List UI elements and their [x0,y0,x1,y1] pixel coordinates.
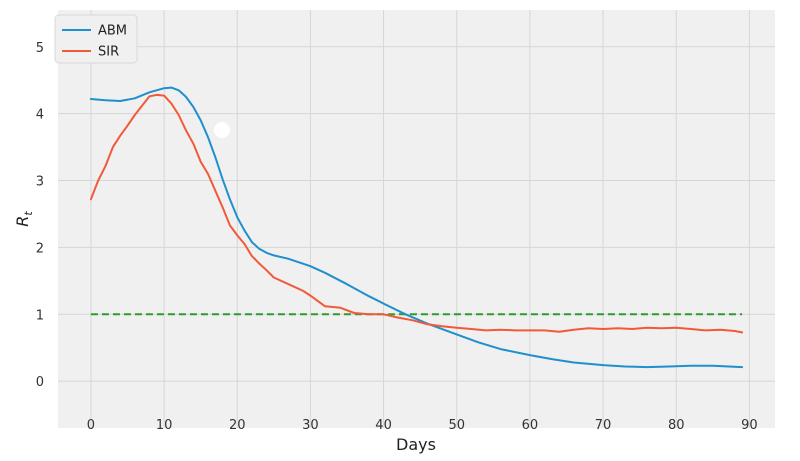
x-tick-label: 0 [87,418,95,433]
x-tick-label: 10 [156,418,173,433]
y-tick-label: 4 [36,108,44,123]
legend: ABM SIR [54,14,138,64]
grid-lines [58,10,775,428]
x-axis-label: Days [396,435,436,454]
x-tick-label: 40 [375,418,392,433]
y-tick-label: 3 [36,175,44,190]
y-tick-label: 2 [36,241,44,256]
series-line-sir [89,93,744,334]
y-axis-label: Rt [13,211,35,227]
x-tick-label: 50 [448,418,465,433]
marker-dot [214,122,230,138]
x-tick-label: 80 [668,418,685,433]
y-axis-label-main: R [13,216,32,227]
legend-box [54,14,138,64]
x-tick-label: 20 [229,418,246,433]
x-tick-label: 30 [302,418,319,433]
x-tick-labels: 0 10 20 30 40 50 60 70 80 90 [87,418,758,433]
legend-label-abm: ABM [98,24,127,39]
plot-area [58,10,775,428]
x-tick-label: 70 [595,418,612,433]
legend-label-sir: SIR [98,45,119,60]
x-tick-label: 60 [522,418,539,433]
y-tick-label: 1 [36,308,44,323]
y-tick-label: 5 [36,41,44,56]
y-tick-label: 0 [36,375,44,390]
series-lines [89,86,744,369]
y-tick-labels: 0 1 2 3 4 5 [36,41,44,390]
y-axis-label-subscript: t [22,211,35,216]
series-line-abm [89,86,744,369]
x-tick-label: 90 [741,418,758,433]
